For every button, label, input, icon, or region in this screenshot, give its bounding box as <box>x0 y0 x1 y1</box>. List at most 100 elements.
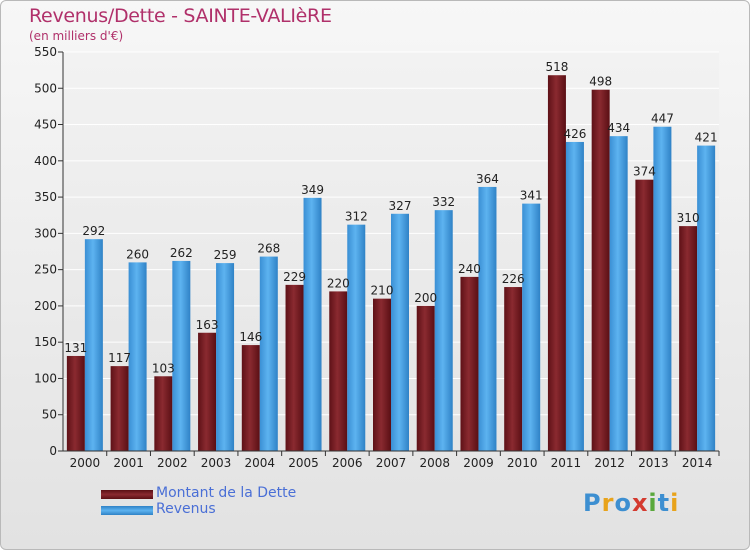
data-label-revenus: 434 <box>607 121 630 135</box>
bar-dette <box>66 355 85 451</box>
data-label-revenus: 268 <box>257 242 280 256</box>
data-label-dette: 200 <box>414 291 437 305</box>
bar-dette <box>154 376 173 451</box>
y-tick-label: 100 <box>34 371 57 385</box>
data-label-revenus: 426 <box>563 127 586 141</box>
data-label-dette: 310 <box>677 211 700 225</box>
logo-letter: i <box>670 489 680 517</box>
data-label-dette: 229 <box>283 270 306 284</box>
bar-revenus <box>347 224 366 451</box>
data-label-revenus: 262 <box>170 246 193 260</box>
bar-revenus <box>128 262 147 451</box>
chart-subtitle: (en milliers d'€) <box>29 29 124 43</box>
data-label-revenus: 259 <box>214 248 237 262</box>
data-label-revenus: 349 <box>301 183 324 197</box>
bar-dette <box>635 179 654 451</box>
legend-label-dette: Montant de la Dette <box>156 485 297 501</box>
bar-revenus <box>478 186 497 451</box>
bars <box>66 75 716 452</box>
data-label-revenus: 421 <box>695 131 718 145</box>
x-tick-label: 2004 <box>245 456 276 470</box>
bar-revenus <box>172 260 191 451</box>
data-label-dette: 498 <box>589 75 612 89</box>
x-tick-label: 2006 <box>332 456 363 470</box>
x-tick-label: 2013 <box>638 456 669 470</box>
axes: 0 50 100 150 200 250 300 350 400 450 500 550 2000 200… <box>34 45 720 470</box>
x-tick-label: 2012 <box>594 456 625 470</box>
y-tick-label: 200 <box>34 299 57 313</box>
data-label-revenus: 312 <box>345 210 368 224</box>
chart-title: Revenus/Dette - SAINTE-VALIèRE <box>29 5 332 27</box>
logo-letter: x <box>631 489 649 517</box>
logo-letter: o <box>614 489 632 517</box>
legend-swatch-dette <box>101 490 153 499</box>
bar-dette <box>547 75 566 452</box>
bar-revenus <box>565 141 584 451</box>
data-label-dette: 103 <box>152 361 175 375</box>
x-tick-label: 2003 <box>201 456 232 470</box>
data-label-revenus: 447 <box>651 112 674 126</box>
bar-revenus <box>303 197 322 451</box>
data-label-dette: 226 <box>502 272 525 286</box>
data-label-dette: 146 <box>239 330 262 344</box>
data-label-dette: 518 <box>545 60 568 74</box>
bar-dette <box>679 226 698 451</box>
bar-dette <box>241 345 260 451</box>
y-tick-label: 550 <box>34 45 57 59</box>
y-tick-label: 0 <box>49 444 57 458</box>
x-tick-label: 2010 <box>507 456 538 470</box>
bar-revenus <box>697 145 716 452</box>
x-tick-label: 2005 <box>288 456 319 470</box>
data-label-revenus: 341 <box>520 189 543 203</box>
data-label-dette: 374 <box>633 165 656 179</box>
y-tick-label: 250 <box>34 263 57 277</box>
x-tick-label: 2001 <box>113 456 144 470</box>
data-label-revenus: 364 <box>476 172 499 186</box>
bar-dette <box>504 287 523 451</box>
data-label-dette: 117 <box>108 351 131 365</box>
bar-dette <box>285 284 304 451</box>
data-label-revenus: 260 <box>126 247 149 261</box>
y-tick-label: 50 <box>42 408 57 422</box>
y-tick-label: 500 <box>34 81 57 95</box>
bar-revenus <box>259 256 278 451</box>
y-tick-label: 300 <box>34 226 57 240</box>
bar-dette <box>591 89 610 451</box>
bar-revenus <box>216 263 235 451</box>
bar-dette <box>329 291 348 451</box>
y-tick-label: 400 <box>34 154 57 168</box>
y-tick-label: 350 <box>34 190 57 204</box>
bar-dette <box>373 298 391 451</box>
bar-revenus <box>609 136 628 452</box>
data-label-revenus: 327 <box>389 199 412 213</box>
x-tick-label: 2014 <box>682 456 713 470</box>
bar-revenus <box>391 213 409 451</box>
bar-dette <box>110 366 129 451</box>
bar-dette <box>460 276 479 451</box>
bar-revenus <box>522 203 541 451</box>
data-label-dette: 240 <box>458 262 481 276</box>
data-label-dette: 163 <box>196 318 219 332</box>
y-tick-label: 150 <box>34 335 57 349</box>
bar-revenus <box>84 239 103 451</box>
x-tick-label: 2011 <box>551 456 582 470</box>
legend-swatch-revenus <box>101 506 153 515</box>
y-tick-label: 450 <box>34 118 57 132</box>
bar-dette <box>198 332 217 451</box>
x-tick-label: 2008 <box>419 456 450 470</box>
data-label-dette: 131 <box>64 341 87 355</box>
x-tick-label: 2002 <box>157 456 188 470</box>
data-label-revenus: 292 <box>82 224 105 238</box>
legend-label-revenus: Revenus <box>156 501 216 517</box>
logo-letter: P <box>583 489 602 517</box>
bar-revenus <box>653 126 672 452</box>
x-tick-label: 2007 <box>376 456 407 470</box>
x-tick-label: 2009 <box>463 456 494 470</box>
x-tick-label: 2000 <box>70 456 101 470</box>
logo-letter: t <box>657 489 671 517</box>
data-label-dette: 210 <box>371 284 394 298</box>
data-label-revenus: 332 <box>432 195 455 209</box>
